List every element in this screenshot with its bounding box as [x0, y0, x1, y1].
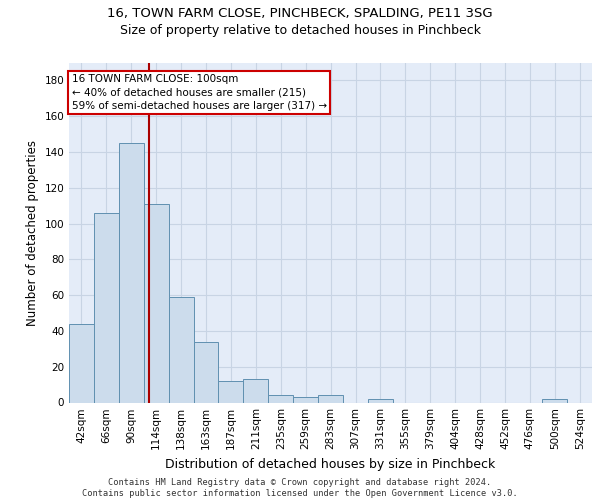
- Y-axis label: Number of detached properties: Number of detached properties: [26, 140, 39, 326]
- Text: 16 TOWN FARM CLOSE: 100sqm
← 40% of detached houses are smaller (215)
59% of sem: 16 TOWN FARM CLOSE: 100sqm ← 40% of deta…: [71, 74, 327, 111]
- Text: 16, TOWN FARM CLOSE, PINCHBECK, SPALDING, PE11 3SG: 16, TOWN FARM CLOSE, PINCHBECK, SPALDING…: [107, 8, 493, 20]
- Bar: [244, 379, 268, 402]
- Text: Size of property relative to detached houses in Pinchbeck: Size of property relative to detached ho…: [119, 24, 481, 37]
- Bar: [94, 213, 119, 402]
- Bar: [194, 342, 218, 402]
- Bar: [268, 396, 293, 402]
- Bar: [169, 297, 194, 403]
- Bar: [218, 381, 244, 402]
- Bar: [144, 204, 169, 402]
- X-axis label: Distribution of detached houses by size in Pinchbeck: Distribution of detached houses by size …: [166, 458, 496, 471]
- Bar: [293, 397, 318, 402]
- Bar: [119, 143, 144, 403]
- Bar: [368, 399, 393, 402]
- Bar: [542, 399, 567, 402]
- Text: Contains HM Land Registry data © Crown copyright and database right 2024.
Contai: Contains HM Land Registry data © Crown c…: [82, 478, 518, 498]
- Bar: [318, 396, 343, 402]
- Bar: [69, 324, 94, 402]
